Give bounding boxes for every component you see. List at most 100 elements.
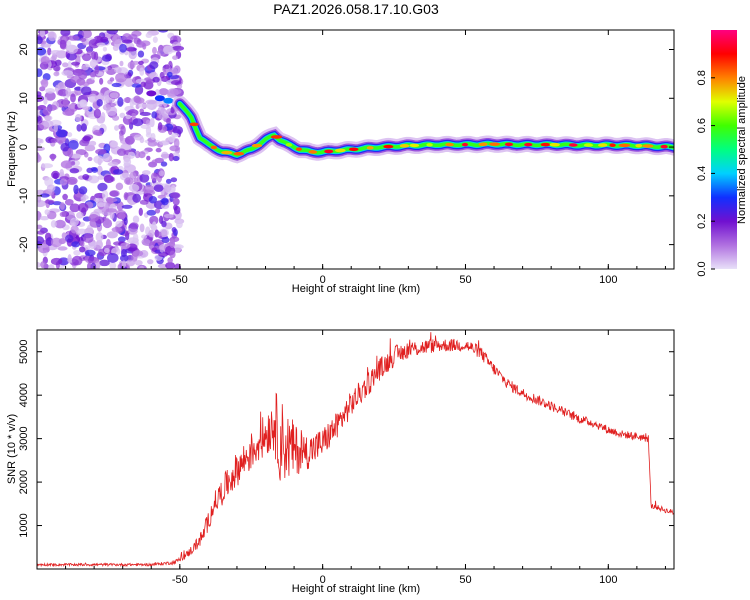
noise-blob <box>43 96 48 105</box>
noise-blob <box>44 177 54 187</box>
noise-blob <box>169 88 182 95</box>
ridge-hotspot <box>348 147 359 152</box>
spectrogram-panel: -50 0 50 100 -20 -10 0 10 20 Height of straight… <box>6 29 675 295</box>
ridge-hotspot <box>478 142 488 147</box>
ridge-hotspot <box>383 144 394 149</box>
noise-blob <box>40 43 52 48</box>
noise-blob <box>172 125 184 135</box>
noise-blob <box>172 45 185 51</box>
noise-blob <box>174 263 182 269</box>
noise-blob <box>109 190 119 197</box>
noise-blob <box>42 107 52 116</box>
noise-blob <box>37 230 45 235</box>
noise-blob <box>170 192 181 199</box>
noise-blob <box>69 168 80 174</box>
noise-blob <box>127 61 136 69</box>
spectrogram-x-label: Height of straight line (km) <box>292 283 420 295</box>
noise-blob <box>62 109 75 116</box>
noise-blob <box>168 135 176 143</box>
snr-y-axis: 1000 2000 3000 4000 5000 <box>18 339 674 538</box>
noise-blob <box>109 92 119 99</box>
noise-blob <box>37 68 43 77</box>
noise-blob <box>146 155 151 161</box>
noise-blob <box>158 113 169 120</box>
noise-blob <box>140 81 147 88</box>
noise-blob <box>59 211 67 217</box>
noise-blob <box>163 213 174 219</box>
noise-blob <box>87 262 92 269</box>
noise-blob <box>128 184 140 192</box>
ridge-hotspot <box>308 150 318 154</box>
colorbar-tick-label: 0.0 <box>696 261 708 276</box>
colorbar-gradient <box>711 30 737 269</box>
noise-blob <box>150 132 156 141</box>
noise-blob <box>172 198 180 206</box>
snr-panel: -50 0 50 100 1000 2000 3000 4000 5000 Height of… <box>6 329 675 595</box>
noise-blob <box>121 39 133 44</box>
noise-blob <box>37 224 43 230</box>
ridge-hotspot <box>540 142 551 147</box>
noise-blob <box>70 93 76 103</box>
colorbar: 0.0 0.2 0.4 0.6 0.8 Normalized spectral ampl… <box>696 30 748 277</box>
noise-blob <box>117 236 126 243</box>
noise-blob <box>60 142 70 152</box>
noise-blob <box>163 64 170 70</box>
noise-blob <box>160 161 168 167</box>
noise-blob <box>82 135 91 142</box>
noise-blob <box>112 169 124 175</box>
noise-blob <box>150 172 158 181</box>
snr-plot-area <box>37 330 674 569</box>
ridge-hotspot <box>598 143 608 147</box>
noise-blob <box>59 178 68 186</box>
ridge-hotspot <box>409 143 420 148</box>
noise-blob <box>176 84 183 89</box>
noise-blob <box>66 176 78 185</box>
noise-blob <box>51 170 60 179</box>
y-tick-label: 5000 <box>18 339 30 363</box>
noise-blob <box>163 184 172 193</box>
colorbar-ticks: 0.0 0.2 0.4 0.6 0.8 <box>696 70 715 277</box>
noise-blob <box>128 49 137 60</box>
noise-blob <box>128 200 135 206</box>
noise-blob <box>131 112 136 119</box>
noise-blob-bright <box>146 90 157 97</box>
noise-blob <box>134 150 141 159</box>
noise-blob <box>132 215 140 224</box>
noise-blob <box>149 61 159 69</box>
ridge-hotspot <box>189 122 199 127</box>
noise-blob <box>141 234 148 239</box>
snr-x-axis: -50 0 50 100 <box>36 330 666 586</box>
y-tick-label: 3000 <box>18 426 30 450</box>
noise-blob <box>78 71 88 80</box>
noise-blob <box>118 212 126 220</box>
noise-blob <box>50 138 58 144</box>
noise-blob <box>121 204 133 209</box>
noise-blob <box>67 35 80 41</box>
noise-blob <box>123 157 132 167</box>
noise-blob <box>95 239 103 250</box>
noise-blob <box>39 215 50 221</box>
noise-blob <box>157 263 168 269</box>
noise-blob <box>68 139 79 150</box>
noise-blob <box>80 86 92 96</box>
noise-blob <box>96 42 106 47</box>
noise-blob <box>90 262 97 269</box>
ridge-hotspot <box>488 142 501 146</box>
noise-blob <box>40 78 49 88</box>
noise-blob <box>105 208 118 213</box>
noise-blob <box>67 132 73 138</box>
y-tick-label: 4000 <box>18 383 30 407</box>
noise-blob <box>139 111 151 117</box>
noise-blob <box>54 59 62 66</box>
noise-blob <box>154 208 161 214</box>
noise-blob <box>138 207 143 217</box>
ridge-hotspot <box>660 144 668 149</box>
noise-blob <box>152 46 157 55</box>
noise-blob <box>105 68 117 75</box>
noise-blob <box>46 184 56 192</box>
noise-blob <box>67 254 72 264</box>
ridge-hotspot <box>334 148 346 153</box>
noise-blob <box>157 106 165 115</box>
noise-blob <box>145 132 153 138</box>
spectrogram-noise-blobs <box>37 30 185 269</box>
